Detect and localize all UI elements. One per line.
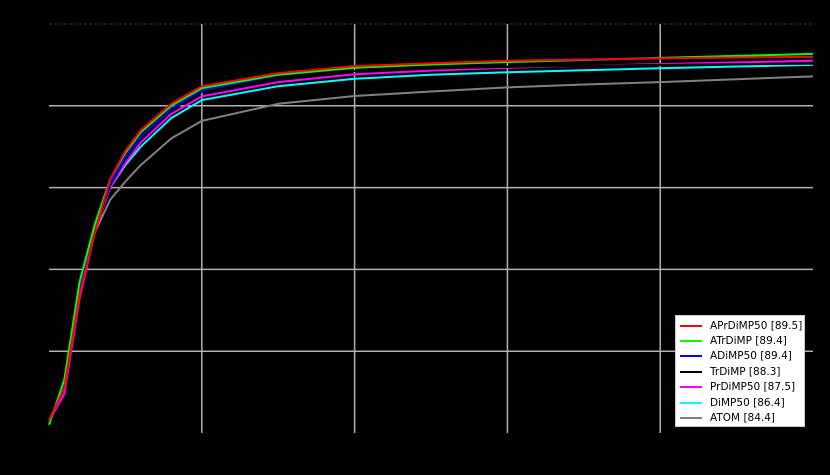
legend-item: DiMP50 [86.4]: [680, 395, 800, 410]
legend-swatch-icon: [680, 417, 702, 420]
curve-line: [48, 55, 814, 422]
legend-item: ATrDiMP [89.4]: [680, 333, 800, 348]
curves: [48, 52, 814, 426]
legend-swatch-icon: [680, 386, 702, 389]
legend-label: PrDiMP50 [87.5]: [710, 381, 796, 394]
legend-swatch-icon: [680, 370, 702, 373]
legend-label: APrDiMP50 [89.5]: [710, 319, 803, 332]
legend-swatch-icon: [680, 401, 702, 404]
legend-label: ATOM [84.4]: [710, 412, 776, 425]
legend-item: PrDiMP50 [87.5]: [680, 380, 800, 395]
legend-item: ADiMP50 [89.4]: [680, 349, 800, 364]
legend-swatch-icon: [680, 340, 702, 343]
legend: APrDiMP50 [89.5] ATrDiMP [89.4] ADiMP50 …: [675, 315, 805, 427]
legend-swatch-icon: [680, 355, 702, 358]
legend-label: TrDiMP [88.3]: [710, 365, 781, 378]
legend-swatch-icon: [680, 324, 702, 327]
legend-item: TrDiMP [88.3]: [680, 364, 800, 379]
legend-label: ATrDiMP [89.4]: [710, 335, 787, 348]
legend-item: ATOM [84.4]: [680, 410, 800, 425]
legend-item: APrDiMP50 [89.5]: [680, 318, 803, 333]
legend-label: ADiMP50 [89.4]: [710, 350, 792, 363]
legend-label: DiMP50 [86.4]: [710, 396, 785, 409]
